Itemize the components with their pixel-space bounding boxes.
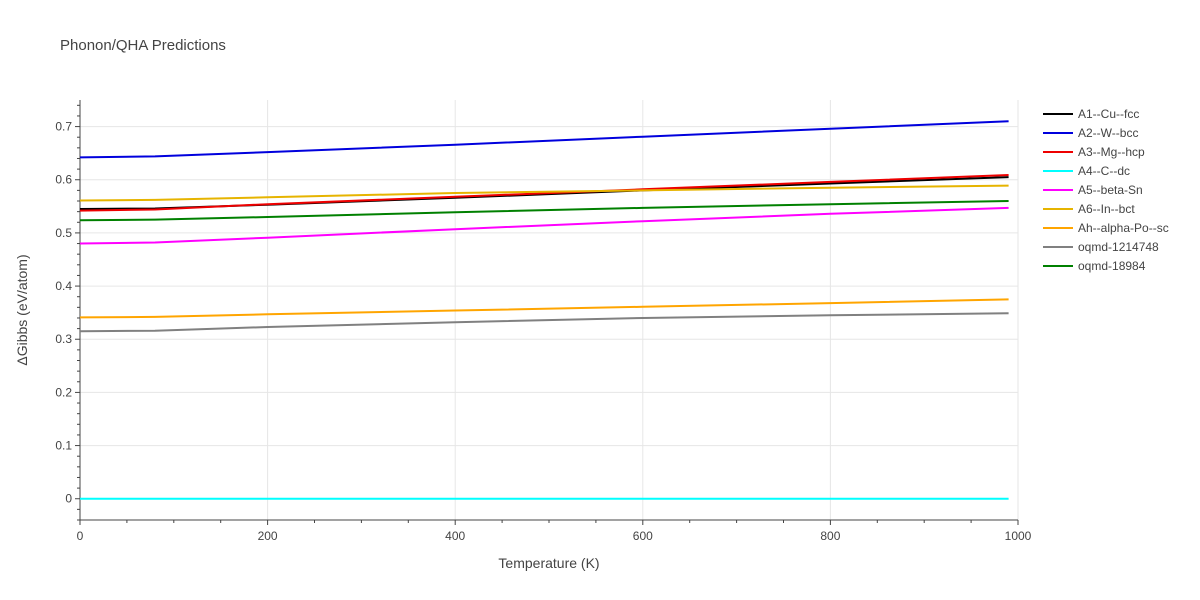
y-tick-label: 0 <box>65 492 72 506</box>
y-tick-label: 0.4 <box>55 279 72 293</box>
y-tick-labels: 0 0.1 0.2 0.3 0.4 0.5 0.6 0.7 <box>55 120 72 506</box>
legend-item[interactable]: A4--C--dc <box>1043 164 1130 178</box>
x-tick-label: 1000 <box>1005 529 1032 543</box>
x-axis-label: Temperature (K) <box>498 555 599 571</box>
series-layer <box>79 120 1009 500</box>
legend-label: oqmd-18984 <box>1078 259 1146 273</box>
legend[interactable]: A1--Cu--fcc A2--W--bcc A3--Mg--hcp A4--C--d… <box>1043 107 1169 273</box>
legend-label: A5--beta-Sn <box>1078 183 1143 197</box>
series-line-4[interactable] <box>79 206 1009 245</box>
legend-item[interactable]: oqmd-18984 <box>1043 259 1146 273</box>
series-line-5[interactable] <box>79 184 1009 202</box>
x-tick-label: 200 <box>258 529 278 543</box>
legend-item[interactable]: A1--Cu--fcc <box>1043 107 1139 121</box>
y-tick-label: 0.2 <box>55 385 72 399</box>
y-tick-label: 0.7 <box>55 120 72 134</box>
legend-label: A4--C--dc <box>1078 164 1130 178</box>
y-tick-label: 0.6 <box>55 173 72 187</box>
x-tick-labels: 0 200 400 600 800 1000 <box>77 529 1032 543</box>
series-line-2[interactable] <box>79 174 1009 212</box>
x-tick-label: 400 <box>445 529 465 543</box>
grid <box>80 100 1019 520</box>
series-line-8[interactable] <box>79 200 1009 222</box>
x-tick-label: 0 <box>77 529 84 543</box>
legend-label: A6--In--bct <box>1078 202 1135 216</box>
legend-label: A2--W--bcc <box>1078 126 1138 140</box>
y-tick-label: 0.1 <box>55 439 72 453</box>
x-tick-label: 600 <box>633 529 653 543</box>
y-tick-label: 0.3 <box>55 332 72 346</box>
legend-item[interactable]: Ah--alpha-Po--sc <box>1043 221 1169 235</box>
y-axis-label: ΔGibbs (eV/atom) <box>14 254 30 365</box>
series-line-6[interactable] <box>79 298 1009 319</box>
chart-title: Phonon/QHA Predictions <box>60 37 226 54</box>
legend-label: Ah--alpha-Po--sc <box>1078 221 1169 235</box>
x-tick-label: 800 <box>820 529 840 543</box>
axes <box>75 100 1019 525</box>
legend-item[interactable]: A3--Mg--hcp <box>1043 145 1145 159</box>
legend-item[interactable]: A5--beta-Sn <box>1043 183 1143 197</box>
legend-label: A3--Mg--hcp <box>1078 145 1145 159</box>
y-tick-label: 0.5 <box>55 226 72 240</box>
legend-label: A1--Cu--fcc <box>1078 107 1139 121</box>
legend-item[interactable]: A6--In--bct <box>1043 202 1135 216</box>
series-line-7[interactable] <box>79 312 1009 333</box>
series-line-1[interactable] <box>79 120 1009 159</box>
legend-label: oqmd-1214748 <box>1078 240 1159 254</box>
legend-item[interactable]: A2--W--bcc <box>1043 126 1138 140</box>
legend-item[interactable]: oqmd-1214748 <box>1043 240 1159 254</box>
